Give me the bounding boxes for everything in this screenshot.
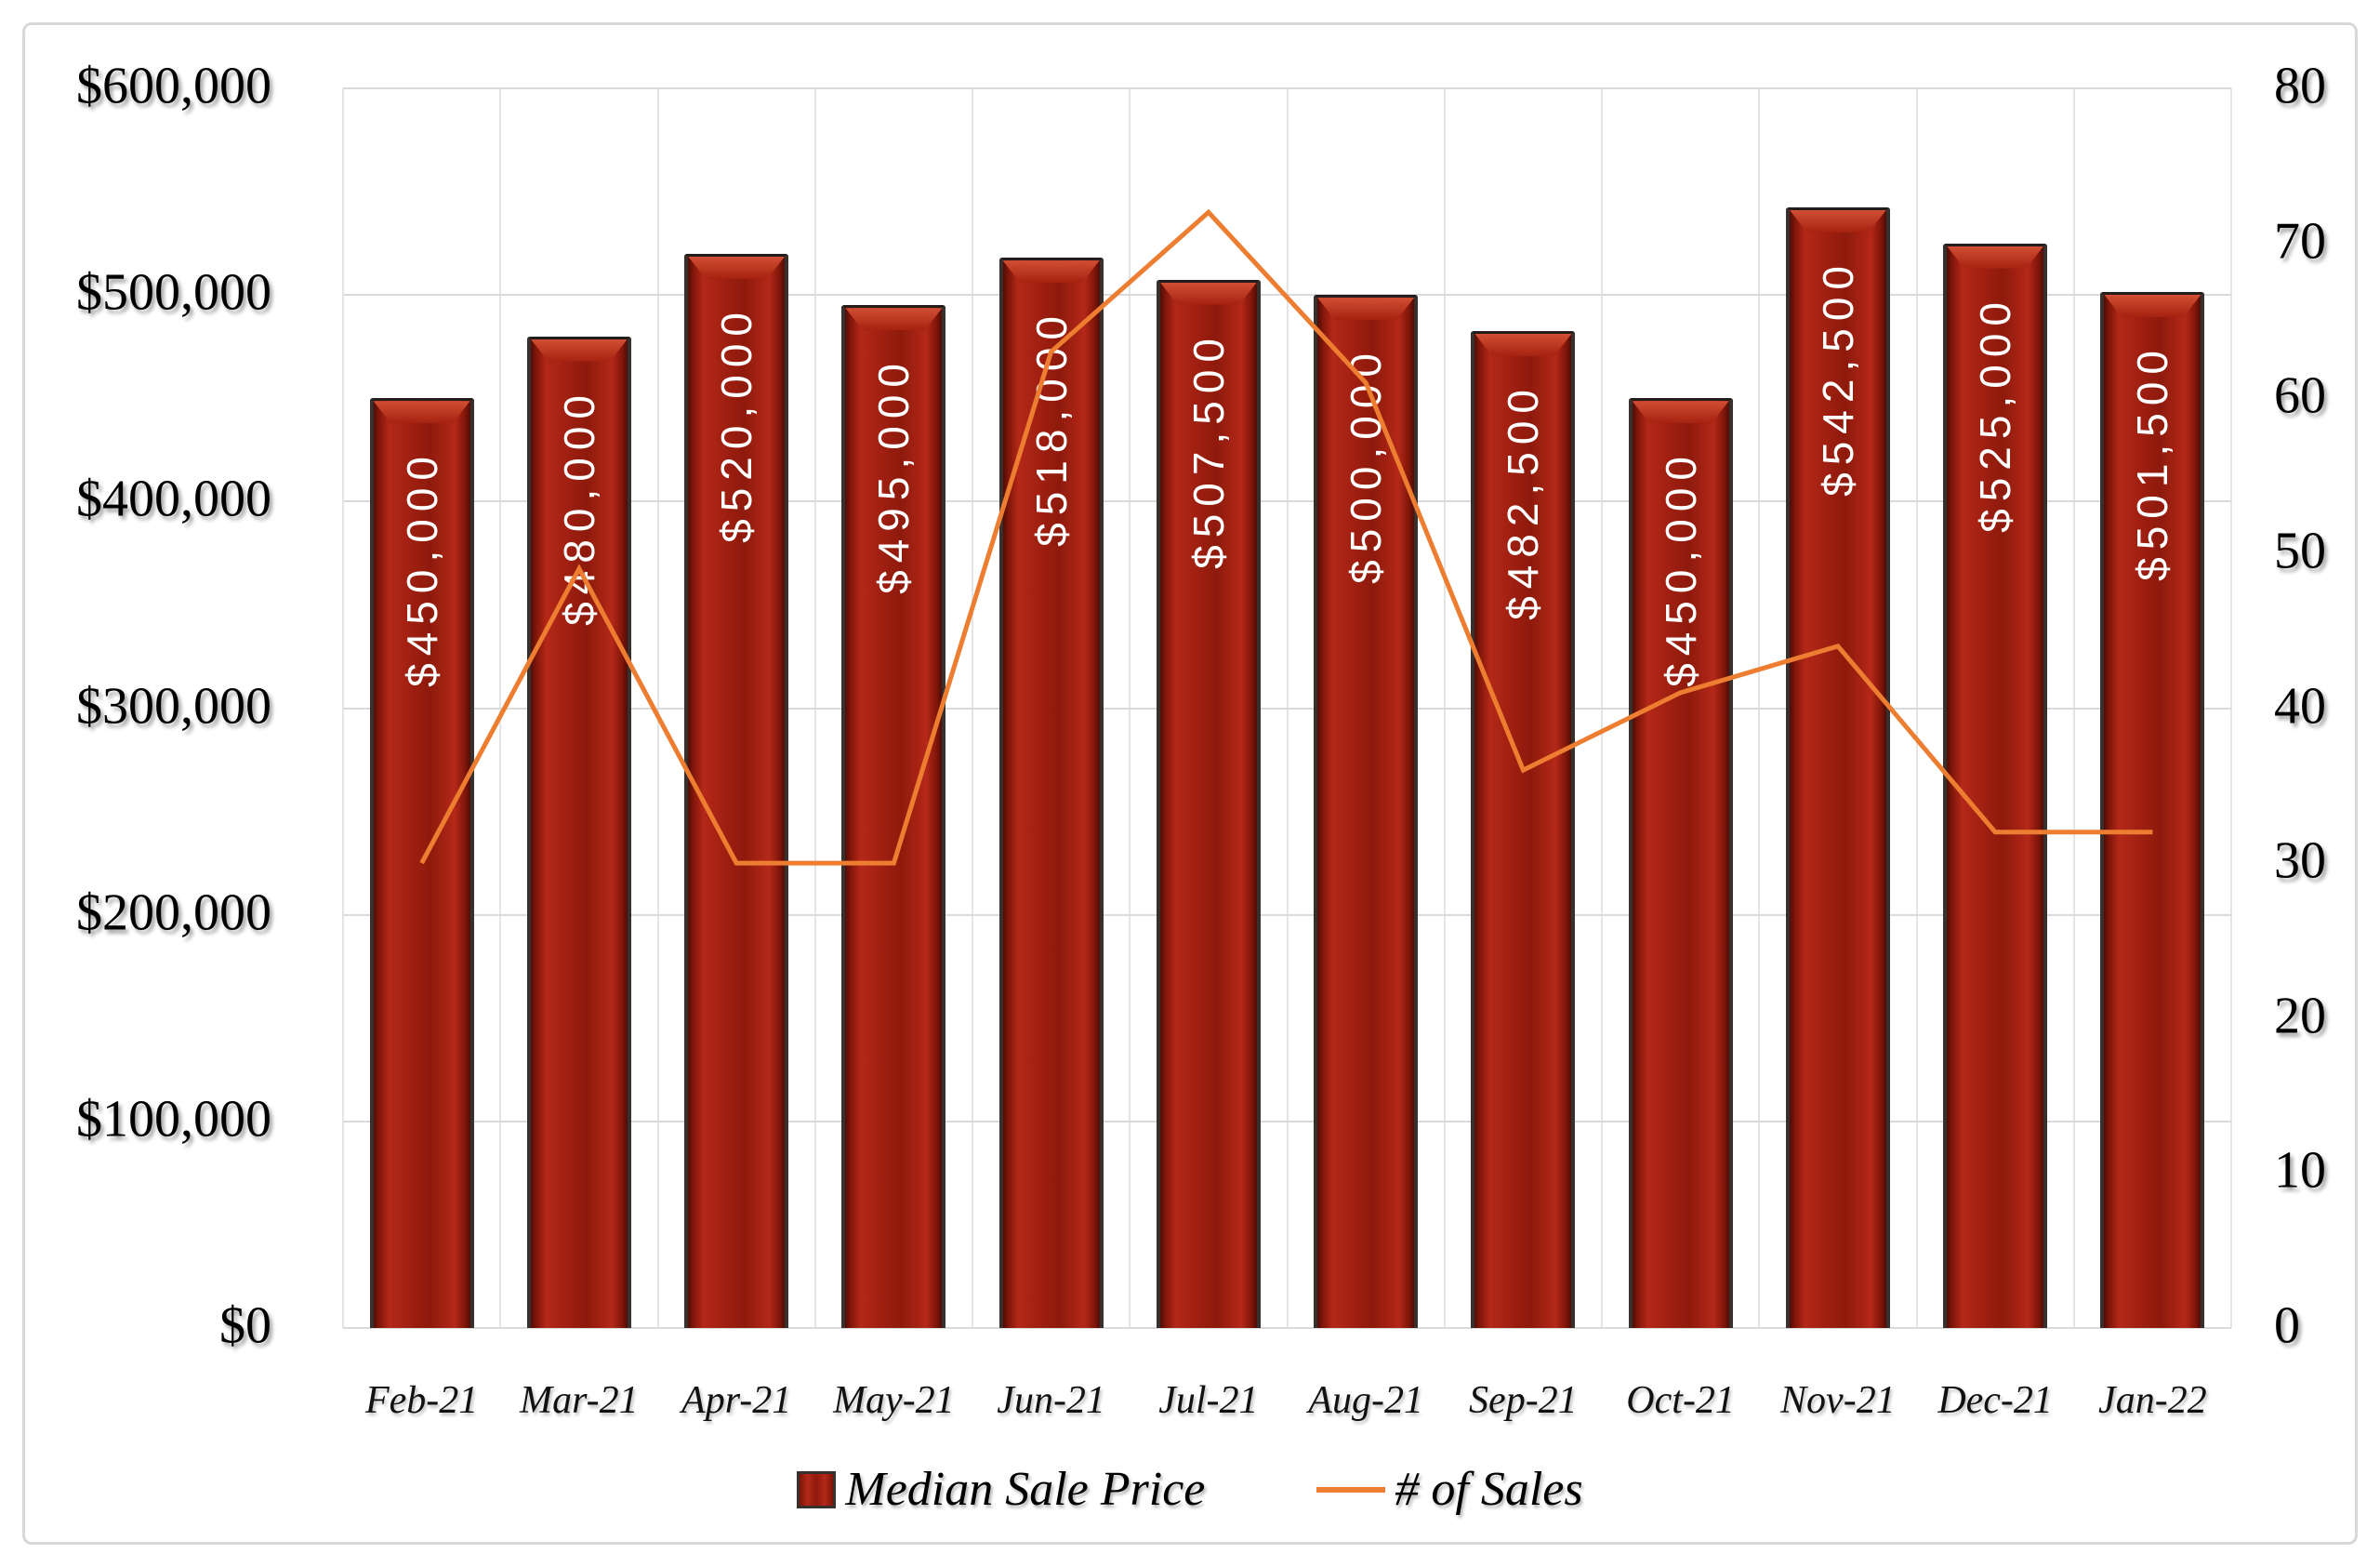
bar-data-label: $495,000 [869, 356, 919, 595]
line-series-swatch-icon [1316, 1486, 1386, 1493]
chart-legend: Median Sale Price # of Sales [0, 1462, 2380, 1517]
chart-outer-border [22, 22, 2358, 1545]
horizontal-gridline [343, 1120, 2231, 1122]
bar-top-bevel [1317, 298, 1415, 321]
bar-top-bevel [1159, 282, 1257, 305]
category-axis-label: Jul-21 [1158, 1379, 1259, 1422]
right-axis-tick-label: 60 [2274, 366, 2326, 425]
legend-item-median-sale-price[interactable]: Median Sale Price [797, 1462, 1205, 1517]
category-axis-label: Feb-21 [364, 1379, 479, 1422]
bar-top-bevel [530, 339, 628, 362]
bar-top-bevel [1002, 260, 1100, 284]
category-axis-label: Mar-21 [520, 1379, 639, 1422]
right-axis-tick-label: 20 [2274, 987, 2326, 1045]
left-axis-tick-label: $200,000 [76, 883, 271, 942]
category-axis-label: Nov-21 [1780, 1379, 1896, 1422]
right-axis-tick-label: 0 [2274, 1296, 2300, 1355]
legend-label: Median Sale Price [845, 1463, 1206, 1516]
category-axis-label: Aug-21 [1308, 1379, 1423, 1422]
right-axis-tick-label: 10 [2274, 1141, 2326, 1200]
left-axis-tick-label: $300,000 [76, 676, 271, 735]
left-axis-tick-label: $400,000 [76, 470, 271, 528]
bar-top-bevel [2104, 294, 2202, 317]
bar-data-label: $525,000 [1971, 294, 2020, 533]
bar-top-bevel [845, 308, 943, 331]
bar-top-bevel [1947, 246, 2044, 269]
left-axis-tick-label: $100,000 [76, 1090, 271, 1149]
bar-top-bevel [1474, 334, 1572, 357]
bar-top-bevel [1789, 209, 1886, 232]
bar-data-label: $480,000 [554, 387, 603, 626]
horizontal-gridline [343, 87, 2231, 89]
bar-data-label: $450,000 [1656, 449, 1705, 688]
category-axis-label: Sep-21 [1469, 1379, 1578, 1422]
vertical-gridline [2230, 88, 2232, 1328]
right-axis-tick-label: 30 [2274, 831, 2326, 890]
bar-data-label: $507,500 [1183, 330, 1233, 569]
left-axis-tick-label: $0 [219, 1296, 271, 1355]
legend-label: # of Sales [1395, 1463, 1583, 1516]
category-axis-label: May-21 [833, 1379, 955, 1422]
legend-item-num-of-sales[interactable]: # of Sales [1316, 1462, 1583, 1517]
category-axis-label: Dec-21 [1937, 1379, 2053, 1422]
bar-data-label: $542,500 [1813, 258, 1862, 497]
right-axis-tick-label: 80 [2274, 57, 2326, 115]
bar-data-label: $450,000 [397, 449, 446, 688]
left-axis-tick-label: $500,000 [76, 263, 271, 322]
left-axis-tick-label: $600,000 [76, 57, 271, 115]
horizontal-gridline [343, 913, 2231, 916]
bar-data-label: $482,500 [1499, 382, 1548, 620]
bar-data-label: $500,000 [1342, 346, 1391, 585]
horizontal-gridline [343, 1327, 2231, 1329]
bar-top-bevel [1632, 401, 1729, 424]
bar-top-bevel [688, 256, 786, 279]
category-axis-label: Jun-21 [997, 1379, 1105, 1422]
right-axis-tick-label: 70 [2274, 212, 2326, 271]
category-axis-label: Oct-21 [1626, 1379, 1735, 1422]
bar-series-swatch-icon [797, 1470, 837, 1508]
bar-top-bevel [373, 401, 470, 424]
bar-data-label: $520,000 [712, 304, 761, 543]
category-axis-label: Apr-21 [681, 1379, 792, 1422]
right-axis-tick-label: 40 [2274, 676, 2326, 735]
category-axis-label: Jan-22 [2098, 1379, 2207, 1422]
bar-data-label: $501,500 [2128, 342, 2177, 581]
bar-data-label: $518,000 [1026, 309, 1076, 548]
right-axis-tick-label: 50 [2274, 522, 2326, 580]
